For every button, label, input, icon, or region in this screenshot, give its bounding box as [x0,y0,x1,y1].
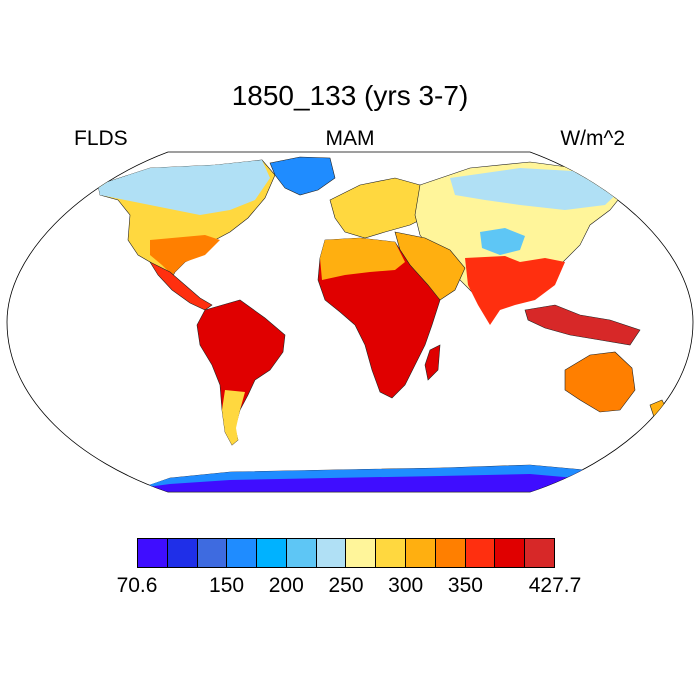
colorbar-swatch [376,539,407,567]
units-label: W/m^2 [560,127,625,150]
colorbar-swatch [495,539,526,567]
colorbar-tick-label: 300 [388,574,424,597]
colorbar-tick-label: 427.7 [528,574,582,597]
africa [317,237,441,399]
central-america [149,261,213,311]
asia-north [450,168,625,210]
colorbar-swatch [316,539,347,567]
south-asia [465,256,565,325]
colorbar-tick-label: 70.6 [116,574,158,597]
colorbar-swatch [406,539,436,567]
colorbar-swatch [435,539,466,567]
colorbar-swatch [465,539,496,567]
variable-label: FLDS [74,127,128,150]
australia [564,351,636,413]
colorbar-swatch [167,539,198,567]
colorbar-tick-label: 350 [447,574,483,597]
colorbar-swatch [346,539,377,567]
south-america-south [222,390,245,445]
colorbar-swatch [138,539,168,567]
colorbar [137,538,555,568]
antarctica-coast [140,465,585,488]
colorbar-tick-label: 150 [209,574,245,597]
colorbar-swatch [227,539,258,567]
colorbar-tick-label: 250 [328,574,364,597]
sahara [320,238,405,280]
maritime-continent [524,304,641,346]
colorbar-swatch [197,539,228,567]
colorbar-swatch [286,539,317,567]
colorbar-swatch [525,539,554,567]
season-label: MAM [325,127,375,150]
north-america-arctic [98,160,270,215]
colorbar-swatch [257,539,287,567]
plot-title: 1850_133 (yrs 3-7) [231,80,469,111]
colorbar-tick-label: 200 [268,574,304,597]
tibetan-plateau [480,228,525,255]
madagascar [424,344,441,381]
greenland [269,156,336,196]
north-america-south [150,235,220,275]
